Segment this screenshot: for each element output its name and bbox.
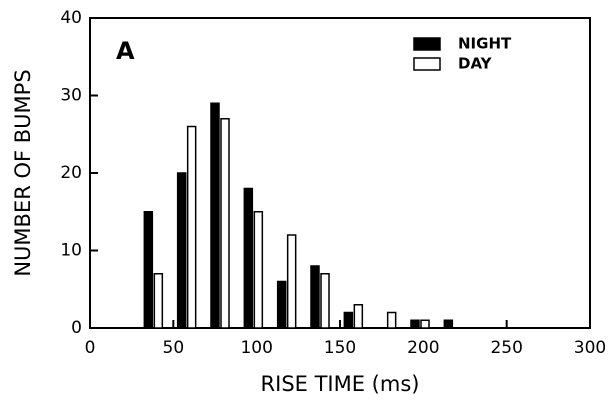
x-tick-label: 100 [240, 338, 272, 358]
x-tick-label: 250 [490, 338, 522, 358]
bar [220, 118, 230, 329]
x-axis-label: RISE TIME (ms) [261, 372, 420, 396]
plot-frame [89, 17, 591, 329]
bar [176, 172, 187, 329]
x-tick-label: 0 [85, 338, 96, 358]
x-tick-label: 300 [574, 338, 606, 358]
bar [353, 304, 364, 329]
bar [320, 273, 330, 329]
bar [186, 125, 197, 329]
y-tick-label: 10 [60, 241, 82, 261]
x-tick-label: 200 [407, 338, 439, 358]
bar [310, 265, 320, 329]
legend-swatch [413, 37, 441, 51]
y-tick-label: 40 [60, 8, 82, 28]
bar [153, 273, 164, 329]
bar [243, 187, 254, 329]
bar [253, 211, 264, 329]
x-tick-label: 150 [324, 338, 356, 358]
y-tick-label: 0 [71, 318, 82, 338]
legend-swatch [413, 57, 441, 71]
y-tick-label: 20 [60, 163, 82, 183]
bar [386, 311, 397, 329]
panel-label: A [116, 37, 135, 65]
legend-label: DAY [458, 55, 493, 73]
bar [420, 319, 430, 329]
bar [410, 319, 420, 329]
bar [343, 311, 354, 329]
bar [443, 319, 454, 329]
bar [210, 102, 220, 329]
x-tick-label: 50 [163, 338, 185, 358]
bar [276, 280, 287, 329]
legend-label: NIGHT [458, 35, 512, 53]
y-axis-label: NUMBER OF BUMPS [11, 69, 35, 276]
bar [286, 234, 297, 329]
y-tick-label: 30 [60, 86, 82, 106]
bar [143, 211, 154, 329]
